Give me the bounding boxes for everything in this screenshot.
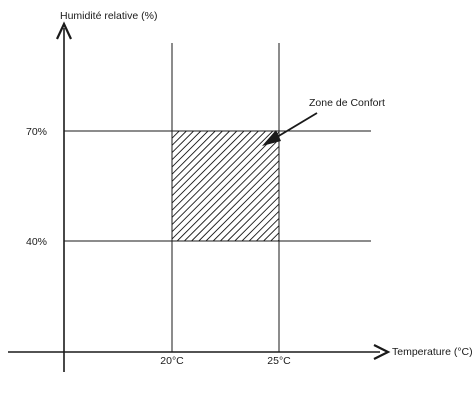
x-tick-label-20: 20°C bbox=[160, 355, 184, 367]
y-tick-label-40: 40% bbox=[26, 236, 47, 248]
hatch-line bbox=[386, 131, 474, 241]
hatch-line bbox=[172, 131, 173, 132]
hatch-line bbox=[328, 131, 438, 241]
hatch-line bbox=[172, 131, 194, 154]
hatch-line bbox=[172, 131, 209, 168]
hatch-line bbox=[212, 174, 279, 241]
hatch-line bbox=[172, 131, 279, 240]
comfort-zone-area bbox=[171, 130, 280, 242]
hatch-line bbox=[172, 131, 202, 161]
axes bbox=[8, 28, 380, 372]
x-axis-label: Temperature (°C) bbox=[392, 346, 473, 358]
hatch-line bbox=[270, 232, 279, 241]
hatch-line bbox=[372, 131, 474, 241]
hatch-line bbox=[191, 152, 279, 241]
hatch-line bbox=[205, 167, 279, 241]
y-axis-arrow-icon bbox=[56, 21, 72, 40]
hatch-line bbox=[176, 138, 279, 241]
hatch-line bbox=[172, 131, 266, 226]
hatch-line bbox=[292, 131, 402, 241]
hatch-line bbox=[350, 131, 460, 241]
hatch-line bbox=[172, 131, 216, 175]
hatch-line bbox=[379, 131, 474, 241]
hatch-line bbox=[307, 131, 417, 241]
hatch-line bbox=[172, 131, 223, 183]
zone-pointer-arrowhead-icon bbox=[262, 130, 281, 146]
hatch-line bbox=[172, 131, 230, 190]
hatch-line bbox=[256, 217, 279, 241]
hatch-line bbox=[227, 188, 279, 241]
hatch-line bbox=[314, 131, 424, 241]
hatch-line bbox=[184, 145, 279, 241]
hatch-line bbox=[234, 196, 279, 241]
x-tick-label-25: 25°C bbox=[267, 355, 291, 367]
hatch-line bbox=[172, 131, 259, 219]
hatch-line bbox=[336, 131, 446, 241]
hatch-line bbox=[277, 239, 279, 241]
hatch-line bbox=[172, 131, 274, 233]
x-axis-arrow-icon bbox=[373, 344, 391, 360]
zone-label: Zone de Confort bbox=[309, 97, 385, 109]
hatch-line bbox=[172, 131, 245, 204]
hatch-line bbox=[172, 131, 180, 139]
hatch-line bbox=[198, 160, 279, 241]
hatch-line bbox=[263, 224, 279, 241]
hatch-line bbox=[172, 131, 187, 147]
hatch-line bbox=[220, 181, 279, 241]
hatch-line bbox=[300, 131, 410, 241]
grid-lines bbox=[64, 43, 371, 352]
y-axis-label: Humidité relative (%) bbox=[60, 10, 157, 22]
hatch-line bbox=[343, 131, 453, 241]
hatch-line bbox=[321, 131, 431, 241]
hatch-line bbox=[248, 210, 279, 241]
comfort-zone-hatching bbox=[172, 131, 474, 241]
hatch-line bbox=[172, 131, 238, 197]
hatch-line bbox=[357, 131, 467, 241]
zone-pointer-line bbox=[271, 112, 318, 141]
hatch-line bbox=[364, 131, 474, 241]
y-tick-label-70: 70% bbox=[26, 126, 47, 138]
hatch-line bbox=[285, 131, 395, 241]
hatch-line bbox=[241, 203, 279, 241]
hatch-line bbox=[172, 131, 252, 211]
